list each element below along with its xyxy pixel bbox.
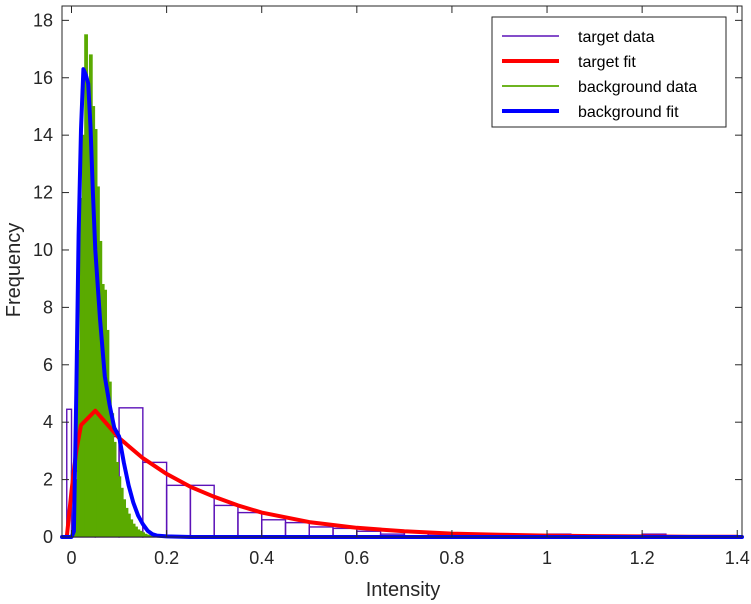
x-tick-label: 0.6 — [344, 548, 369, 568]
y-tick-label: 18 — [33, 10, 53, 30]
legend-label: background fit — [578, 104, 679, 121]
x-tick-label: 1.2 — [630, 548, 655, 568]
y-axis-title: Frequency — [3, 223, 25, 318]
y-tick-label: 14 — [33, 125, 53, 145]
axes: 0 0.2 0.4 0.6 0.8 1 1.2 1.4 0 2 4 6 8 10 12 14 16 18 — [33, 5, 750, 568]
x-tick-label: 1.4 — [725, 548, 750, 568]
legend-label: target fit — [578, 54, 636, 71]
y-tick-label: 10 — [33, 240, 53, 260]
x-tick-label: 1 — [542, 548, 552, 568]
x-axis-title: Intensity — [366, 579, 440, 601]
x-tick-label: 0.2 — [154, 548, 179, 568]
x-tick-label: 0.4 — [249, 548, 274, 568]
y-tick-label: 6 — [43, 355, 53, 375]
axes-box — [61, 5, 743, 538]
y-tick-label: 4 — [43, 412, 53, 432]
y-tick-label: 12 — [33, 183, 53, 203]
y-tick-label: 2 — [43, 470, 53, 490]
y-tick-label: 0 — [43, 527, 53, 547]
legend-label: background data — [578, 79, 697, 96]
y-tick-label: 8 — [43, 297, 53, 317]
background-fit-line — [60, 67, 744, 539]
x-tick-label: 0 — [67, 548, 77, 568]
legend: target data target fit background data back… — [491, 16, 727, 128]
y-tick-label: 16 — [33, 68, 53, 88]
x-tick-label: 0.8 — [439, 548, 464, 568]
legend-label: target data — [578, 29, 655, 46]
